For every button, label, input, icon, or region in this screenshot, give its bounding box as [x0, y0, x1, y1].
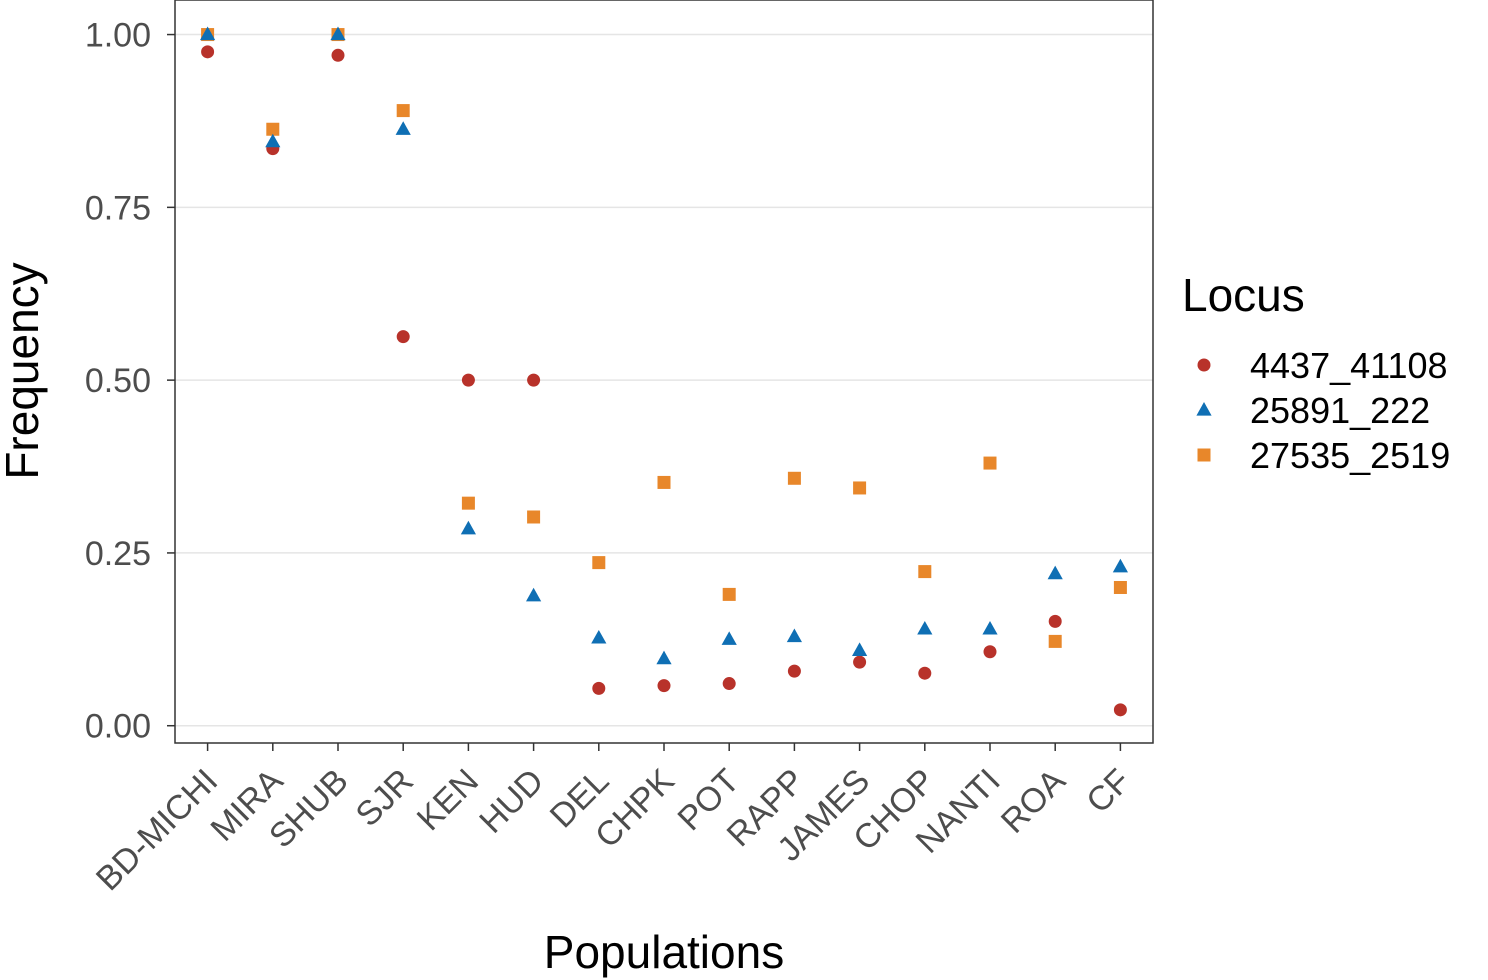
legend-label: 27535_2519 [1250, 435, 1450, 476]
y-axis: 0.00 0.25 0.50 0.75 1.00 [85, 17, 175, 746]
x-tick-label: CF [1079, 762, 1138, 821]
x-tick-label: HUD [472, 762, 551, 841]
legend-title: Locus [1182, 269, 1305, 321]
x-tick-label: BD-MICHI [89, 762, 225, 898]
data-point-25891_222 [330, 26, 346, 41]
data-point-4437_41108 [201, 45, 215, 59]
data-point-25891_222 [917, 620, 933, 635]
data-points [200, 26, 1128, 717]
data-point-4437_41108 [983, 645, 997, 659]
y-tick-label: 1.00 [85, 17, 151, 55]
x-axis-title: Populations [544, 926, 784, 978]
y-axis-title: Frequency [0, 262, 48, 479]
data-point-27535_2519 [983, 456, 997, 470]
legend-key-4437_41108 [1197, 358, 1211, 372]
x-tick-label: KEN [410, 762, 486, 838]
plot-panel-border [174, 0, 1154, 744]
data-point-27535_2519 [853, 481, 867, 495]
data-point-27535_2519 [592, 556, 606, 570]
data-point-27535_2519 [527, 510, 541, 524]
data-point-4437_41108 [461, 373, 475, 387]
data-point-4437_41108 [853, 655, 867, 669]
data-point-25891_222 [265, 133, 281, 148]
data-point-4437_41108 [787, 664, 801, 678]
data-point-27535_2519 [396, 104, 410, 118]
x-tick-label: ROA [994, 762, 1073, 841]
data-point-4437_41108 [592, 681, 606, 695]
data-point-4437_41108 [331, 48, 345, 62]
data-point-25891_222 [591, 629, 607, 644]
data-point-25891_222 [526, 587, 542, 602]
data-point-27535_2519 [266, 122, 280, 136]
data-point-4437_41108 [1113, 703, 1127, 717]
y-tick-label: 0.50 [85, 362, 151, 400]
legend-label: 4437_41108 [1250, 345, 1448, 386]
data-point-25891_222 [656, 650, 672, 665]
grid-lines [175, 33, 1153, 727]
data-point-4437_41108 [657, 679, 671, 693]
y-tick-label: 0.00 [85, 708, 151, 746]
x-axis: BD-MICHIMIRASHUBSJRKENHUDDELCHPKPOTRAPPJ… [89, 743, 1138, 898]
data-point-25891_222 [786, 628, 802, 643]
data-point-25891_222 [721, 631, 737, 645]
data-point-4437_41108 [527, 373, 541, 387]
legend-label: 25891_222 [1250, 390, 1430, 431]
data-point-25891_222 [200, 26, 216, 41]
legend-key-27535_2519 [1197, 448, 1211, 462]
data-point-27535_2519 [461, 496, 475, 510]
data-point-25891_222 [982, 620, 998, 635]
y-tick-label: 0.75 [85, 189, 151, 227]
data-point-27535_2519 [722, 587, 736, 601]
data-point-27535_2519 [918, 565, 932, 579]
data-point-25891_222 [460, 520, 476, 535]
data-point-25891_222 [852, 642, 868, 656]
data-point-27535_2519 [1113, 580, 1127, 594]
data-point-27535_2519 [657, 475, 671, 489]
data-point-4437_41108 [1048, 614, 1062, 628]
data-point-4437_41108 [396, 330, 410, 344]
x-tick-label: SJR [349, 762, 421, 834]
data-point-25891_222 [1047, 565, 1063, 580]
legend-key-25891_222 [1196, 402, 1212, 416]
data-point-27535_2519 [1048, 634, 1062, 648]
data-point-4437_41108 [918, 666, 932, 680]
data-point-27535_2519 [787, 471, 801, 485]
data-point-25891_222 [1112, 558, 1128, 573]
y-tick-label: 0.25 [85, 535, 151, 573]
data-point-25891_222 [395, 121, 411, 135]
data-point-4437_41108 [722, 677, 736, 691]
